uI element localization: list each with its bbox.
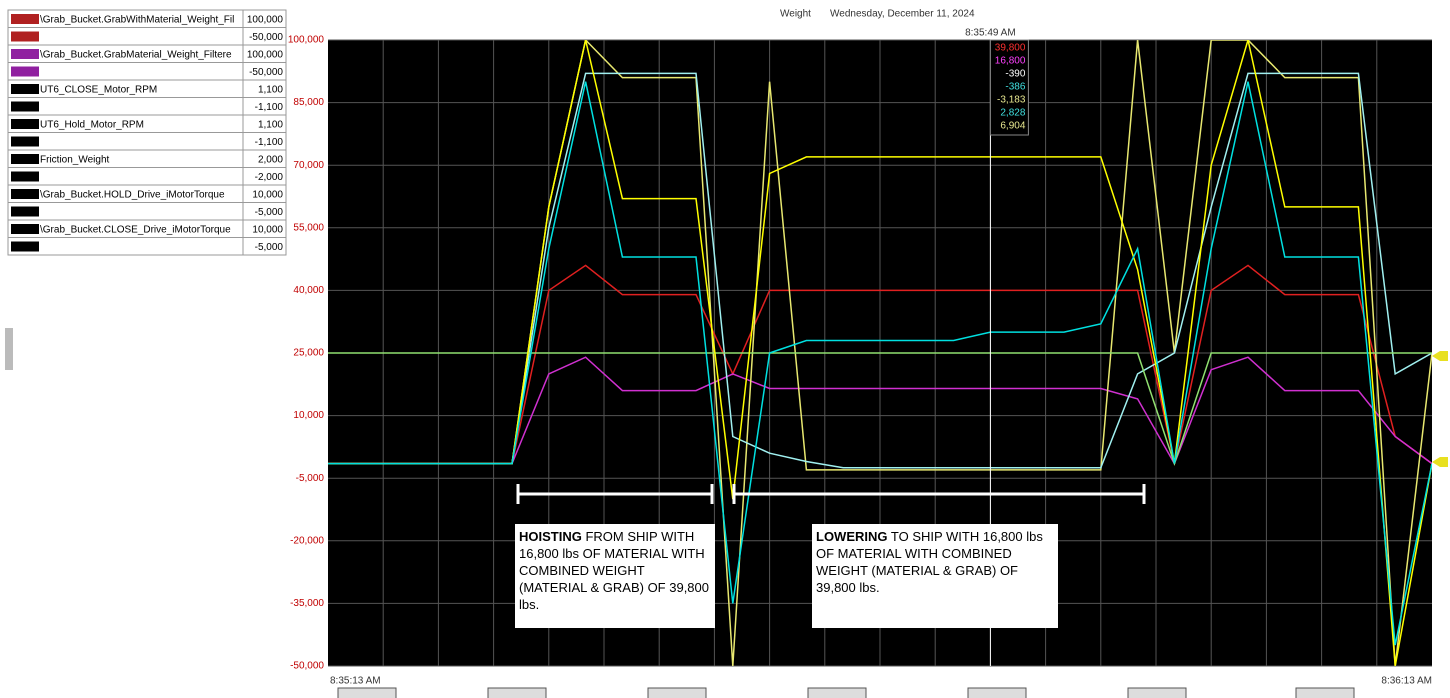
annotation: LOWERING TO SHIP WITH 16,800 lbs OF MATE… xyxy=(812,524,1058,628)
y-tick-label: 55,000 xyxy=(293,222,324,233)
legend-cell xyxy=(242,237,287,256)
y-tick-label: 25,000 xyxy=(293,348,324,359)
readout-value: 16,800 xyxy=(995,56,1026,67)
legend-swatch xyxy=(11,241,39,252)
y-tick-label: -50,000 xyxy=(290,661,324,672)
legend-min: -50,000 xyxy=(249,32,283,43)
chart-date: Wednesday, December 11, 2024 xyxy=(830,9,975,20)
cursor-time: 8:35:49 AM xyxy=(965,28,1016,39)
legend-min: -5,000 xyxy=(255,242,284,253)
legend-min: -1,100 xyxy=(255,137,284,148)
legend-max: 100,000 xyxy=(247,49,284,60)
legend-cell xyxy=(7,27,244,46)
legend-cell xyxy=(7,202,244,221)
annotation-text: FROM SHIP WITH 16,800 lbs OF MATERIAL WI… xyxy=(519,529,709,612)
legend-swatch xyxy=(11,224,39,234)
annotation-bold: LOWERING xyxy=(816,529,888,544)
nav-button[interactable] xyxy=(487,687,547,698)
annotation-bold: HOISTING xyxy=(519,529,582,544)
y-tick-label: 85,000 xyxy=(293,97,324,108)
nav-button[interactable] xyxy=(647,687,707,698)
legend-cell xyxy=(7,237,244,256)
legend-max: 100,000 xyxy=(247,14,284,25)
edge-marker xyxy=(1432,351,1448,361)
legend-swatch xyxy=(11,136,39,147)
legend-min: -5,000 xyxy=(255,207,284,218)
edge-marker xyxy=(1432,457,1448,467)
legend-max: 10,000 xyxy=(252,189,283,200)
y-tick-label: 70,000 xyxy=(293,160,324,171)
legend-swatch xyxy=(11,66,39,77)
series-line xyxy=(328,352,1432,466)
annotation-text: TO SHIP WITH 16,800 lbs OF MATERIAL WITH… xyxy=(816,529,1043,595)
nav-buttons xyxy=(337,687,1355,698)
nav-button[interactable] xyxy=(337,687,397,698)
legend-max: 10,000 xyxy=(252,224,283,235)
readout-box xyxy=(989,39,1029,136)
y-tick-label: 10,000 xyxy=(293,410,324,421)
legend-name: \Grab_Bucket.GrabMaterial_Weight_Filtere xyxy=(40,49,232,60)
nav-button[interactable] xyxy=(807,687,867,698)
chart-title: Weight xyxy=(780,9,811,20)
legend-swatch xyxy=(11,101,39,112)
legend-name: UT6_Hold_Motor_RPM xyxy=(40,119,144,130)
legend-min: -1,100 xyxy=(255,102,284,113)
readout-value: -386 xyxy=(1005,82,1025,93)
legend-name: \Grab_Bucket.HOLD_Drive_iMotorTorque xyxy=(40,189,225,200)
readout-value: 2,828 xyxy=(1000,108,1025,119)
annotation: HOISTING FROM SHIP WITH 16,800 lbs OF MA… xyxy=(515,524,715,628)
legend-swatch xyxy=(11,206,39,217)
legend-cell xyxy=(7,132,244,151)
legend-swatch xyxy=(11,189,39,199)
legend-swatch xyxy=(11,31,39,42)
legend-swatch xyxy=(11,14,39,24)
legend-cell xyxy=(7,62,244,81)
legend-cell xyxy=(7,97,244,116)
series-group xyxy=(328,40,1432,666)
legend-max: 2,000 xyxy=(258,154,283,165)
x-start-label: 8:35:13 AM xyxy=(330,676,381,687)
legend-name: Friction_Weight xyxy=(40,154,110,165)
legend-swatch xyxy=(11,171,39,182)
series-line xyxy=(328,81,1432,646)
legend-swatch xyxy=(11,154,39,164)
readout-value: -3,183 xyxy=(997,95,1026,106)
readout-value: 39,800 xyxy=(995,43,1026,54)
nav-button[interactable] xyxy=(967,687,1027,698)
nav-button[interactable] xyxy=(1127,687,1187,698)
legend-swatch xyxy=(11,119,39,129)
legend-swatch xyxy=(11,84,39,94)
y-tick-label: -5,000 xyxy=(296,473,325,484)
legend-max: 1,100 xyxy=(258,84,283,95)
legend-cell xyxy=(7,167,244,186)
legend-swatch xyxy=(11,49,39,59)
y-tick-label: -20,000 xyxy=(290,535,324,546)
legend-max: 1,100 xyxy=(258,119,283,130)
legend-name: UT6_CLOSE_Motor_RPM xyxy=(40,84,157,95)
legend-min: -2,000 xyxy=(255,172,284,183)
y-tick-label: 100,000 xyxy=(288,35,325,46)
y-tick-label: -35,000 xyxy=(290,598,324,609)
legend-min: -50,000 xyxy=(249,67,283,78)
legend-name: \Grab_Bucket.CLOSE_Drive_iMotorTorque xyxy=(40,224,231,235)
side-tab[interactable] xyxy=(5,328,13,370)
readout-value: -390 xyxy=(1005,69,1025,80)
y-tick-label: 40,000 xyxy=(293,285,324,296)
legend-name: \Grab_Bucket.GrabWithMaterial_Weight_Fil xyxy=(40,14,234,25)
readout-value: 6,904 xyxy=(1000,121,1025,132)
nav-button[interactable] xyxy=(1295,687,1355,698)
x-end-label: 8:36:13 AM xyxy=(1381,676,1432,687)
